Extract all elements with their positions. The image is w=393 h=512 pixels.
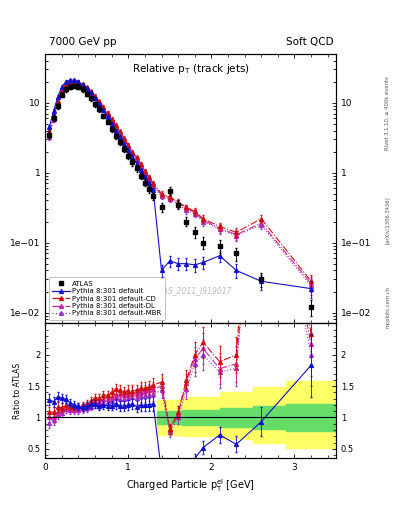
Y-axis label: (1/Njet)dN/dp$^{\rm T}_{\rm el}$ [GeV$^{-1}$]: (1/Njet)dN/dp$^{\rm T}_{\rm el}$ [GeV$^{… — [0, 143, 4, 234]
Text: mcplots.cern.ch: mcplots.cern.ch — [385, 286, 390, 328]
X-axis label: Charged Particle p$^{\rm el}_{\rm T}$ [GeV]: Charged Particle p$^{\rm el}_{\rm T}$ [G… — [126, 478, 255, 495]
Text: Rivet 3.1.10, ≥ 400k events: Rivet 3.1.10, ≥ 400k events — [385, 76, 390, 150]
Text: ATLAS_2011_I919017: ATLAS_2011_I919017 — [149, 287, 232, 295]
Text: [arXiv:1306.3436]: [arXiv:1306.3436] — [385, 196, 390, 244]
Legend: ATLAS, Pythia 8:301 default, Pythia 8:301 default-CD, Pythia 8:301 default-DL, P: ATLAS, Pythia 8:301 default, Pythia 8:30… — [49, 278, 165, 320]
Y-axis label: Ratio to ATLAS: Ratio to ATLAS — [13, 363, 22, 419]
Text: 7000 GeV pp: 7000 GeV pp — [49, 37, 117, 47]
Text: Relative p$_{\rm T}$ (track jets): Relative p$_{\rm T}$ (track jets) — [132, 62, 250, 76]
Text: Soft QCD: Soft QCD — [286, 37, 333, 47]
